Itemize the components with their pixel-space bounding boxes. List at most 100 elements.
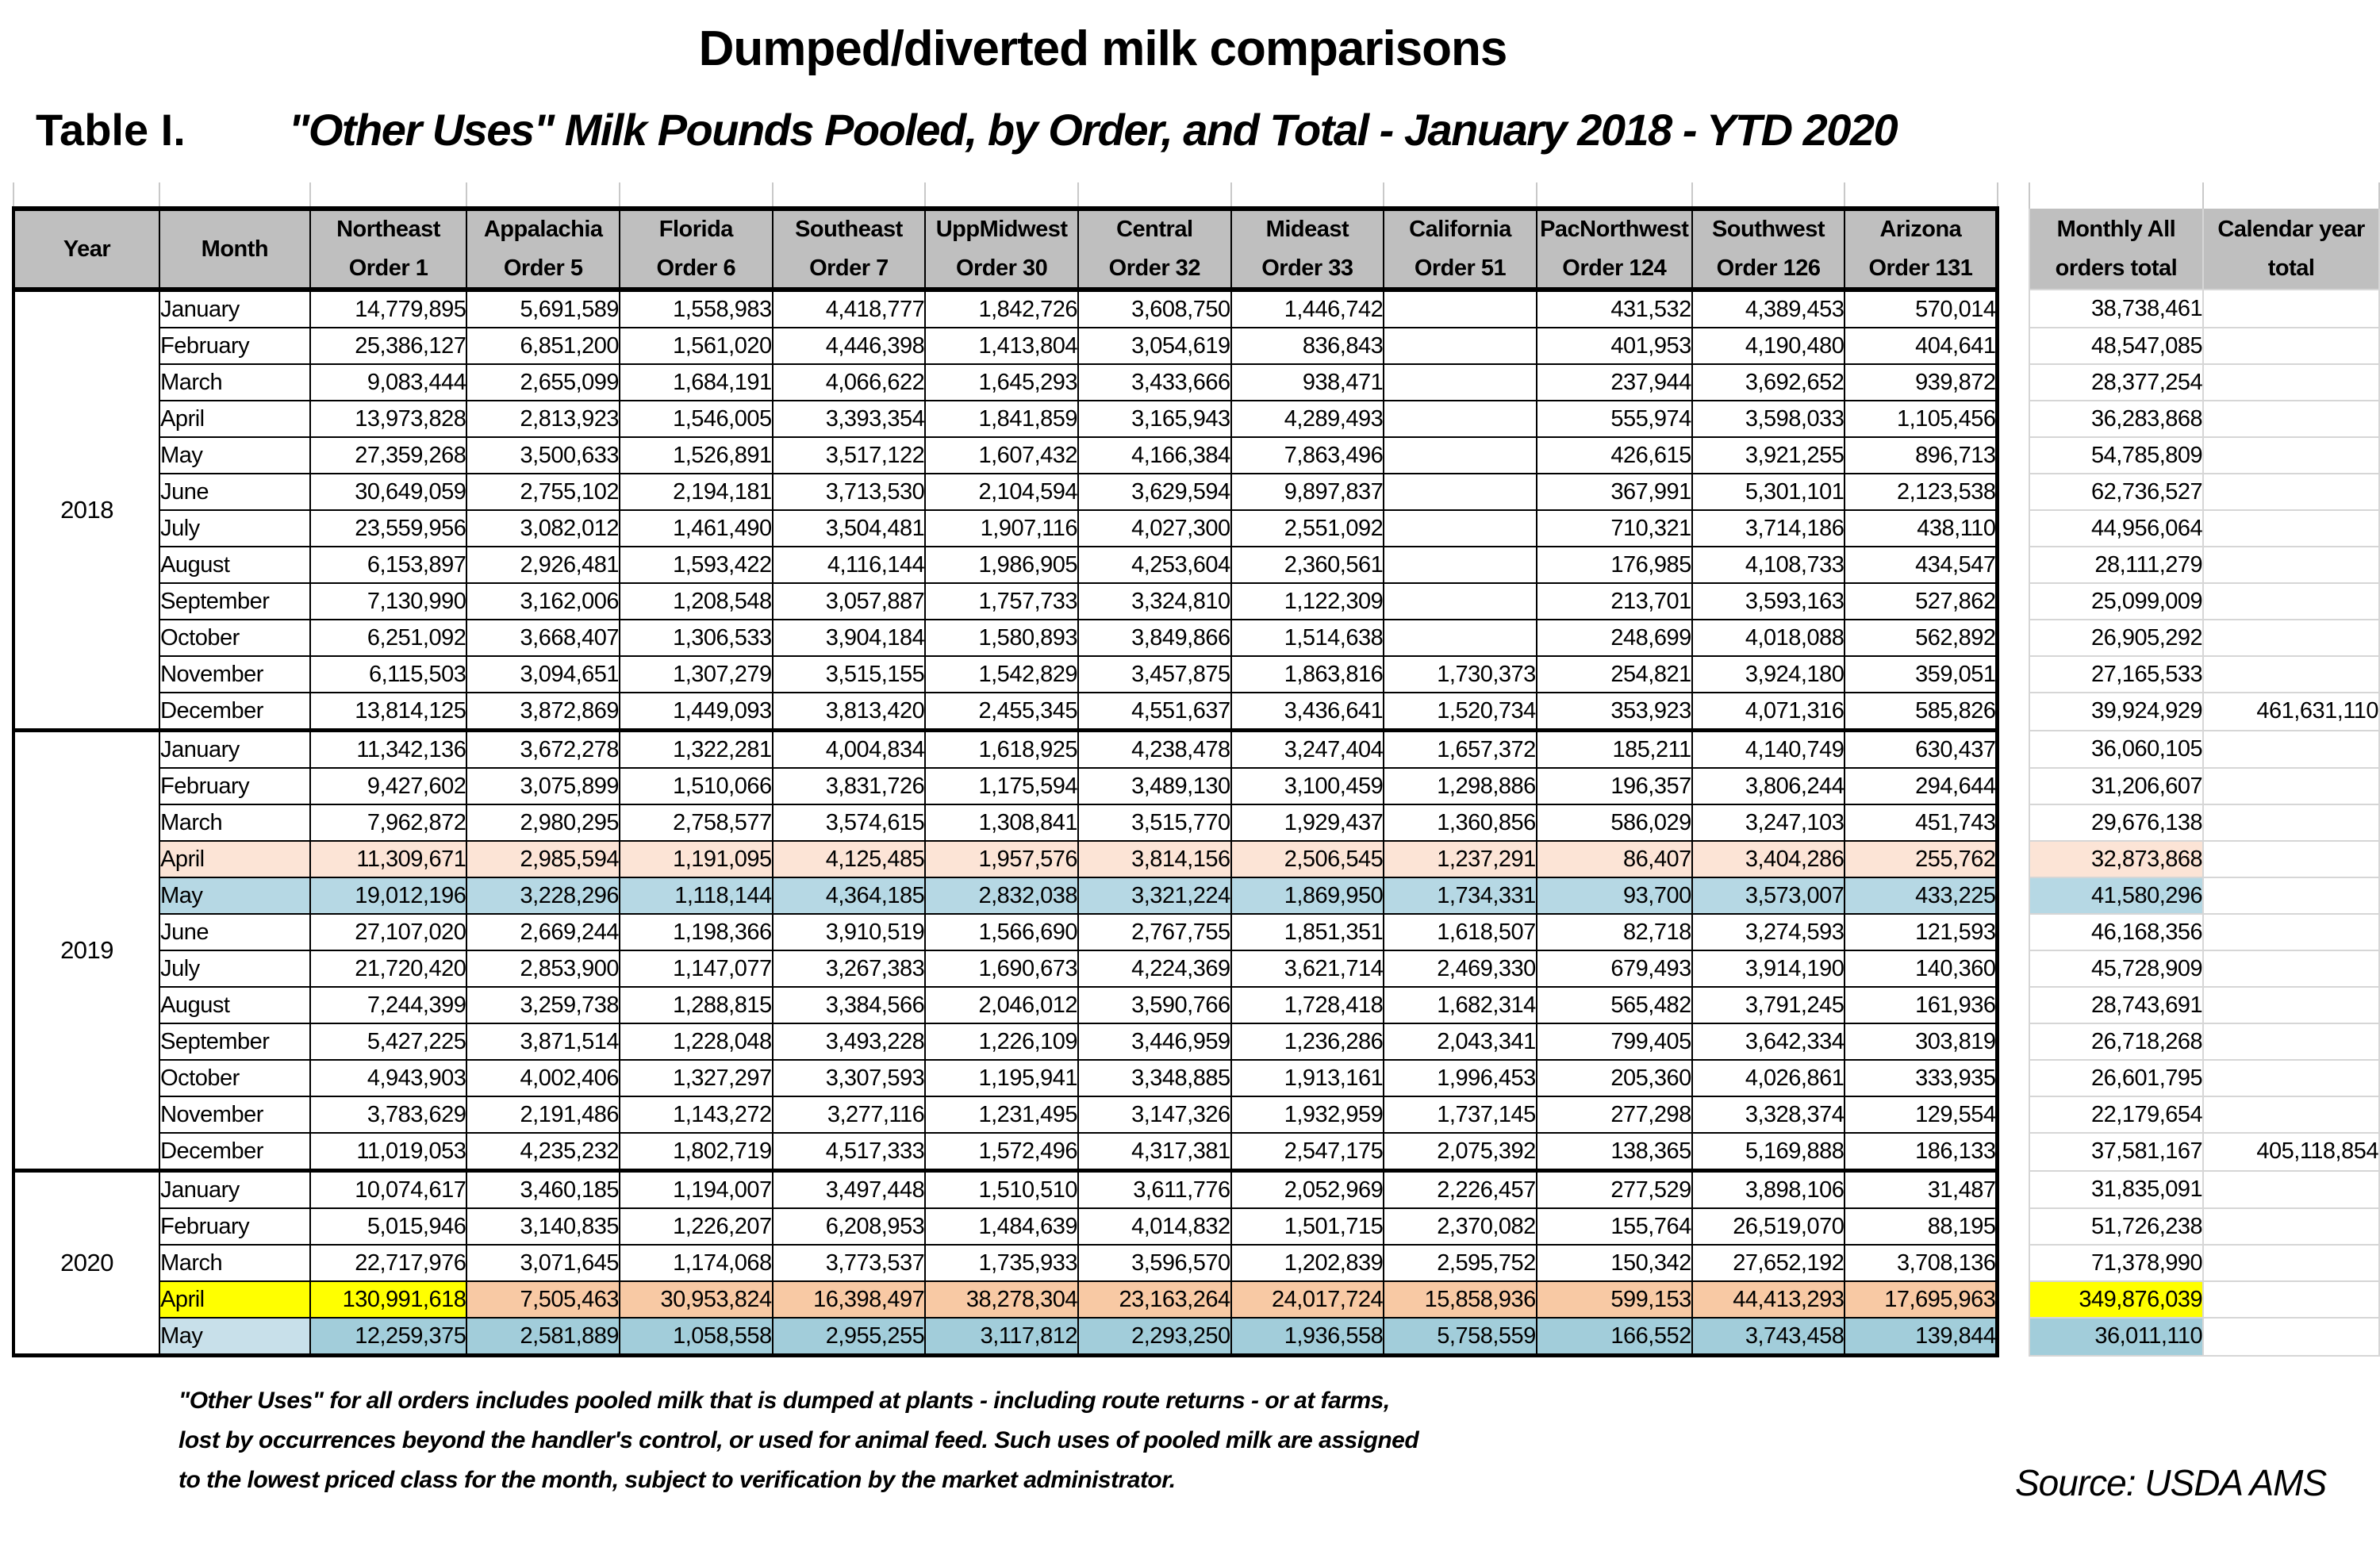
- monthly-total-cell: 41,580,296: [2028, 877, 2205, 915]
- value-cell: 19,012,196: [309, 877, 468, 915]
- value-cell: 303,819: [1844, 1023, 2000, 1061]
- month-cell: May: [159, 437, 311, 474]
- value-cell: 2,595,752: [1384, 1245, 1537, 1282]
- value-cell: 2,226,457: [1384, 1170, 1537, 1209]
- value-cell: 1,561,020: [620, 328, 774, 365]
- value-cell: 1,580,893: [925, 620, 1080, 657]
- value-cell: 1,869,950: [1230, 877, 1385, 915]
- footnote-line: to the lowest priced class for the month…: [178, 1467, 1176, 1493]
- table-row: May 12,259,375 2,581,889 1,058,558 2,955,255…: [13, 1318, 2380, 1357]
- value-cell: 213,701: [1536, 583, 1693, 620]
- value-cell: 13,814,125: [309, 693, 468, 732]
- calendar-total-cell: [2202, 1208, 2380, 1246]
- value-cell: 3,307,593: [772, 1060, 927, 1097]
- value-cell: 3,348,885: [1078, 1060, 1232, 1097]
- calendar-total-cell: [2202, 547, 2380, 584]
- value-cell: 5,427,225: [309, 1023, 468, 1061]
- value-cell: 836,843: [1230, 328, 1385, 365]
- value-cell: 248,699: [1536, 620, 1693, 657]
- value-cell: 3,259,738: [466, 987, 621, 1024]
- grid-tick: [772, 182, 927, 209]
- table-row: March 22,717,976 3,071,645 1,174,068 3,773,5…: [13, 1245, 2380, 1282]
- value-cell: 1,730,373: [1384, 656, 1537, 693]
- value-cell: 23,163,264: [1078, 1281, 1232, 1319]
- month-cell: February: [159, 1208, 311, 1246]
- column-header-florida: Florida Order 6: [619, 206, 774, 292]
- monthly-total-cell: 27,165,533: [2028, 656, 2205, 693]
- value-cell: 1,228,048: [620, 1023, 774, 1061]
- table-row: March 9,083,444 2,655,099 1,684,191 4,066,62…: [13, 364, 2380, 401]
- year-cell: 2020: [11, 1170, 161, 1357]
- value-cell: 14,779,895: [309, 290, 468, 328]
- value-cell: 1,593,422: [620, 547, 774, 584]
- value-cell: 3,708,136: [1844, 1245, 2000, 1282]
- month-cell: December: [159, 693, 311, 732]
- value-cell: 17,695,963: [1844, 1281, 2000, 1319]
- value-cell: 44,413,293: [1691, 1281, 1846, 1319]
- value-cell: 4,446,398: [772, 328, 927, 365]
- value-cell: 4,238,478: [1078, 730, 1232, 769]
- value-cell: 1,288,815: [620, 987, 774, 1024]
- header-line2: orders total: [2055, 255, 2178, 281]
- calendar-total-cell: [2202, 510, 2380, 547]
- column-header-arizona: Arizona Order 131: [1844, 206, 2000, 292]
- grid-tick: [1997, 182, 2030, 209]
- value-cell: 15,858,936: [1384, 1281, 1537, 1319]
- value-cell: 2,293,250: [1078, 1318, 1232, 1357]
- header-line2: Order 7: [809, 255, 889, 281]
- gap-cell: [1997, 583, 2029, 620]
- value-cell: 1,175,594: [925, 768, 1080, 805]
- value-cell: 3,924,180: [1691, 656, 1846, 693]
- monthly-total-cell: 46,168,356: [2028, 914, 2205, 951]
- monthly-total-cell: 29,676,138: [2028, 804, 2205, 842]
- gap-cell: [1997, 1170, 2029, 1208]
- monthly-total-cell: 38,738,461: [2028, 290, 2205, 328]
- column-header-month: Month: [159, 206, 311, 292]
- value-cell: 3,914,190: [1691, 950, 1846, 988]
- value-cell: 4,389,453: [1691, 290, 1846, 328]
- value-cell: 205,360: [1536, 1060, 1693, 1097]
- value-cell: 896,713: [1844, 437, 2000, 474]
- calendar-total-cell: [2202, 730, 2380, 769]
- value-cell: 4,004,834: [772, 730, 927, 769]
- table-row: November 6,115,503 3,094,651 1,307,279 3,515…: [13, 656, 2380, 693]
- value-cell: 3,642,334: [1691, 1023, 1846, 1061]
- table-row: October 4,943,903 4,002,406 1,327,297 3,307,…: [13, 1060, 2380, 1097]
- value-cell: 9,427,602: [309, 768, 468, 805]
- value-cell: 1,327,297: [620, 1060, 774, 1097]
- value-cell: 130,991,618: [309, 1281, 468, 1319]
- grid-tick: [159, 182, 311, 209]
- value-cell: 5,169,888: [1691, 1133, 1846, 1173]
- monthly-total-cell: 22,179,654: [2028, 1096, 2205, 1134]
- value-cell: 451,743: [1844, 804, 2000, 842]
- value-cell: 3,504,481: [772, 510, 927, 547]
- month-cell: May: [159, 877, 311, 915]
- header-line2: Order 32: [1108, 255, 1201, 281]
- header-line1: Monthly All: [2056, 216, 2176, 242]
- gap-cell: [1997, 804, 2029, 841]
- grid-tick: [1536, 182, 1693, 209]
- value-cell: 9,083,444: [309, 364, 468, 401]
- value-cell: 4,108,733: [1691, 547, 1846, 584]
- value-cell: 1,118,144: [620, 877, 774, 915]
- header-line2: Order 51: [1414, 255, 1507, 281]
- value-cell: 3,436,641: [1230, 693, 1385, 732]
- header-line2: total: [2267, 255, 2315, 281]
- value-cell: 1,526,891: [620, 437, 774, 474]
- monthly-total-cell: 26,718,268: [2028, 1023, 2205, 1061]
- value-cell: 3,100,459: [1230, 768, 1385, 805]
- value-cell: 7,130,990: [309, 583, 468, 620]
- value-cell: 3,871,514: [466, 1023, 621, 1061]
- month-cell: November: [159, 1096, 311, 1134]
- calendar-total-cell: [2202, 1096, 2380, 1134]
- table-row: December 13,814,125 3,872,869 1,449,093 3,81…: [13, 693, 2380, 732]
- table-row: May 27,359,268 3,500,633 1,526,891 3,517,122…: [13, 437, 2380, 474]
- value-cell: 237,944: [1536, 364, 1693, 401]
- calendar-total-cell: [2202, 656, 2380, 693]
- header-line2: Order 124: [1562, 255, 1667, 281]
- value-cell: 4,289,493: [1230, 401, 1385, 438]
- value-cell: 5,015,946: [309, 1208, 468, 1246]
- month-cell: March: [159, 1245, 311, 1282]
- month-cell: September: [159, 1023, 311, 1061]
- calendar-total-cell: [2202, 1060, 2380, 1097]
